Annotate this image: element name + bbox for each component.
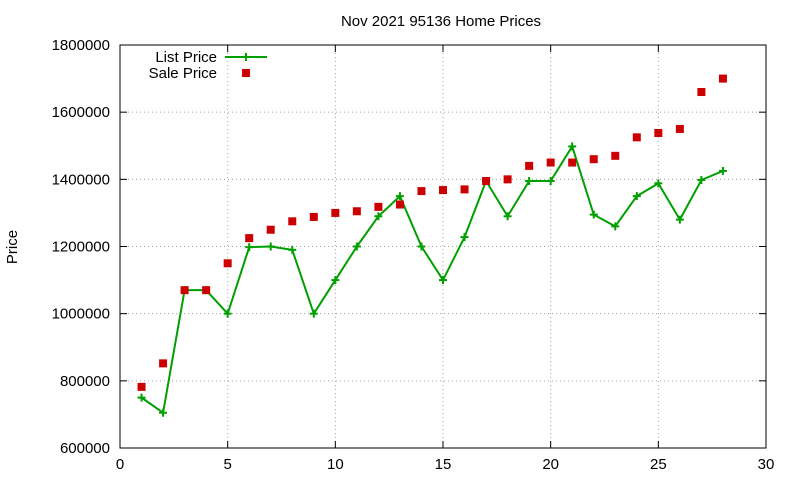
data-point bbox=[460, 185, 469, 194]
data-point bbox=[525, 161, 534, 170]
data-point bbox=[568, 142, 577, 151]
x-tick-label: 10 bbox=[327, 456, 344, 473]
data-point bbox=[697, 176, 706, 185]
data-point bbox=[503, 175, 512, 184]
data-point bbox=[439, 276, 447, 285]
data-point bbox=[245, 234, 254, 243]
data-point bbox=[159, 408, 168, 417]
data-point bbox=[374, 212, 383, 221]
y-tick-label: 1000000 bbox=[52, 306, 110, 323]
data-point bbox=[331, 208, 340, 217]
series-list-price bbox=[137, 142, 727, 417]
data-point bbox=[288, 245, 297, 254]
y-tick-label: 1400000 bbox=[52, 171, 110, 188]
y-tick-label: 1800000 bbox=[52, 37, 110, 54]
data-point bbox=[417, 242, 426, 251]
x-tick-label: 5 bbox=[223, 456, 231, 473]
data-point bbox=[395, 200, 404, 209]
data-point bbox=[288, 217, 297, 226]
x-tick-label: 0 bbox=[116, 456, 124, 473]
data-point bbox=[568, 158, 577, 167]
data-point bbox=[589, 155, 598, 164]
legend-label: Sale Price bbox=[149, 65, 217, 82]
x-tick-label: 15 bbox=[435, 456, 452, 473]
x-tick-label: 20 bbox=[542, 456, 559, 473]
chart-title: Nov 2021 95136 Home Prices bbox=[341, 13, 541, 30]
data-point bbox=[159, 359, 168, 368]
data-point bbox=[632, 133, 641, 142]
y-tick-label: 1200000 bbox=[52, 239, 110, 256]
y-tick-label: 1600000 bbox=[52, 104, 110, 121]
x-tick-label: 25 bbox=[650, 456, 667, 473]
data-point bbox=[137, 382, 146, 391]
data-point bbox=[180, 286, 189, 295]
data-point bbox=[718, 166, 727, 175]
y-axis-label: Price bbox=[4, 230, 21, 264]
data-point bbox=[331, 276, 340, 285]
data-point bbox=[589, 210, 598, 219]
data-point bbox=[417, 187, 426, 196]
data-point bbox=[482, 177, 491, 186]
data-point bbox=[611, 151, 620, 160]
data-point bbox=[202, 286, 211, 295]
legend-swatch bbox=[242, 69, 250, 77]
series-sale-price bbox=[137, 74, 727, 391]
data-point bbox=[137, 393, 146, 402]
data-point bbox=[546, 158, 555, 167]
series-line bbox=[140, 145, 724, 414]
data-point bbox=[503, 212, 512, 221]
x-tick-label: 30 bbox=[758, 456, 775, 473]
data-point bbox=[395, 192, 404, 201]
data-point bbox=[697, 88, 706, 97]
y-tick-label: 600000 bbox=[60, 440, 110, 457]
data-point bbox=[718, 74, 727, 83]
data-point bbox=[675, 124, 684, 133]
data-point bbox=[223, 259, 232, 268]
data-point bbox=[223, 309, 232, 318]
data-point bbox=[611, 222, 620, 231]
data-point bbox=[654, 128, 663, 137]
legend-label: List Price bbox=[155, 49, 217, 66]
grid bbox=[120, 45, 766, 448]
series-layer bbox=[137, 74, 727, 417]
data-point bbox=[460, 233, 469, 242]
plot-border bbox=[119, 44, 767, 449]
legend-marker bbox=[242, 53, 250, 61]
legend-swatch bbox=[225, 53, 267, 61]
data-point bbox=[632, 192, 641, 201]
data-point bbox=[309, 309, 318, 318]
data-point bbox=[525, 177, 534, 186]
ticks: 0 5 10 15 20 25 30 600000 800000 1000000 1200000 14… bbox=[52, 37, 775, 473]
data-point bbox=[245, 243, 254, 252]
data-point bbox=[266, 225, 275, 234]
data-point bbox=[352, 207, 361, 216]
data-point bbox=[352, 242, 361, 251]
data-point bbox=[675, 215, 684, 224]
legend-marker bbox=[242, 69, 250, 77]
data-point bbox=[546, 177, 555, 186]
data-point bbox=[439, 186, 447, 195]
data-point bbox=[266, 242, 275, 251]
data-point bbox=[374, 202, 383, 211]
data-point bbox=[309, 212, 318, 221]
y-tick-label: 800000 bbox=[60, 373, 110, 390]
data-point bbox=[654, 179, 663, 188]
